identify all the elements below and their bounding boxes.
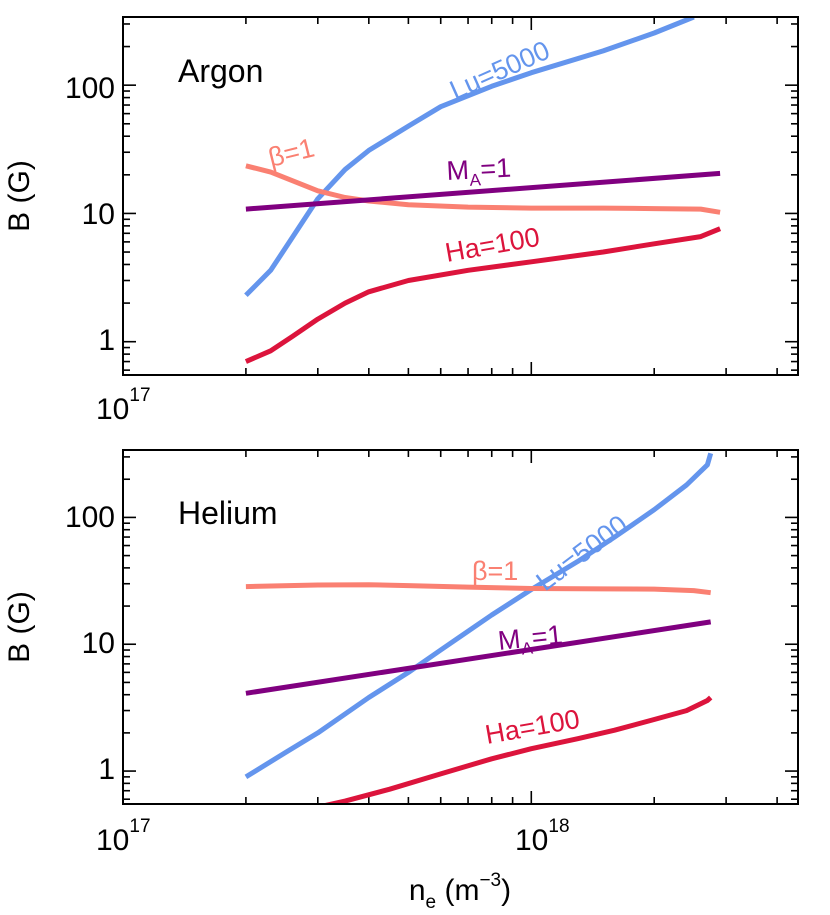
helium-curve-beta-1: [245, 582, 712, 596]
helium-label-lu-5000: Lu=5000: [531, 509, 634, 597]
argon-x-tick-base: 10: [96, 393, 129, 426]
helium-curve-m-a-1: [245, 619, 712, 696]
helium-x-tick-label-1e17: 1017: [96, 816, 151, 857]
argon-panel-label: Argon: [178, 53, 263, 89]
helium-label-m-a-1-suffix: =1: [530, 619, 564, 652]
helium-curves: [244, 452, 714, 804]
helium-panel: Helium B (G) 100 10 1 1017 1018 ne (m−3)…: [3, 449, 799, 913]
helium-y-axis-label: B (G): [3, 591, 36, 663]
helium-x-tick-exponent-1e18: 18: [548, 816, 569, 837]
helium-axis-ticks: [122, 450, 798, 804]
x-axis-label-subscript: e: [426, 892, 437, 913]
argon-curves: [244, 17, 722, 364]
argon-label-m-a-1-mantissa: M: [446, 155, 470, 186]
argon-x-tick-label-1e17: 1017: [96, 385, 151, 426]
argon-plot-frame: [122, 16, 799, 376]
argon-x-tick-exponent: 17: [129, 385, 150, 406]
argon-label-m-a-1-subscript: A: [469, 170, 482, 190]
helium-label-m-a-1-subscript: A: [521, 638, 535, 658]
argon-curve-lu-5000: [244, 17, 695, 298]
argon-curve-ha-100: [244, 226, 722, 364]
helium-panel-label: Helium: [178, 495, 278, 531]
argon-label-beta-1: β=1: [265, 133, 317, 173]
argon-y-tick-label-1: 1: [98, 324, 115, 357]
argon-axis-ticks: [122, 17, 798, 375]
helium-label-m-a-1: MA=1: [496, 619, 564, 661]
argon-label-m-a-1-suffix: =1: [480, 153, 512, 185]
argon-y-axis-label: B (G): [3, 160, 36, 232]
helium-x-tick-exponent-1e17: 17: [129, 816, 150, 837]
x-axis-label-unit-exponent: −3: [479, 870, 501, 891]
helium-y-tick-label-1: 1: [98, 753, 115, 786]
helium-x-tick-base-1e17: 10: [96, 824, 129, 857]
argon-y-tick-label-100: 100: [65, 72, 115, 105]
argon-panel: Argon B (G) 100 10 1 1017 Lu=5000 β=1 MA…: [3, 16, 799, 426]
argon-y-tick-label-10: 10: [82, 198, 115, 231]
helium-x-tick-base-1e18: 10: [515, 824, 548, 857]
argon-label-m-a-1: MA=1: [446, 153, 512, 191]
x-axis-label: ne (m−3): [409, 870, 511, 913]
x-axis-label-unit-open: (m: [436, 874, 479, 907]
x-axis-label-symbol: n: [409, 874, 426, 907]
argon-curve-m-a-1: [245, 170, 721, 212]
helium-y-tick-label-100: 100: [65, 501, 115, 534]
helium-curve-ha-100: [320, 695, 713, 804]
x-axis-label-unit-close: ): [501, 874, 511, 907]
helium-x-tick-label-1e18: 1018: [515, 816, 570, 857]
helium-y-tick-label-10: 10: [82, 627, 115, 660]
argon-curve-beta-1: [245, 163, 721, 215]
helium-curve-lu-5000: [244, 452, 714, 780]
helium-label-m-a-1-mantissa: M: [496, 624, 522, 656]
helium-label-beta-1: β=1: [472, 556, 518, 586]
helium-plot-frame: [122, 449, 799, 805]
